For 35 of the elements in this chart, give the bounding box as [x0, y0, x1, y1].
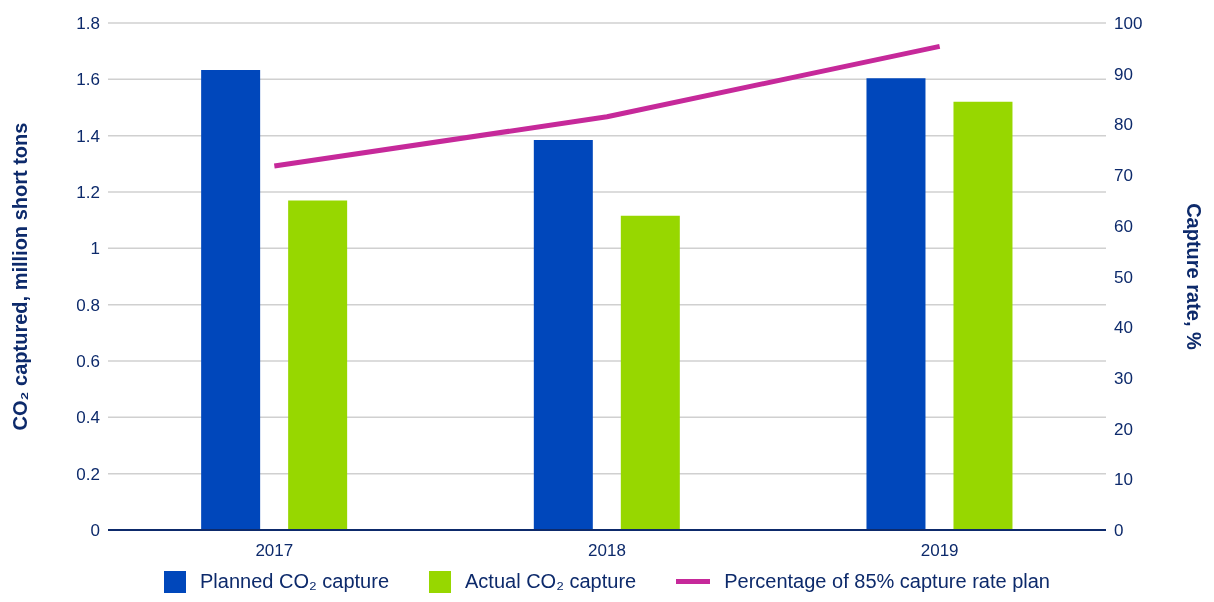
y2-tick-label: 20: [1114, 419, 1133, 439]
y-tick-label: 1.6: [76, 70, 100, 90]
bar: [953, 101, 1013, 530]
y2-tick-label: 10: [1114, 470, 1133, 490]
y-tick-label: 1.2: [76, 183, 100, 203]
x-tick-label: 2018: [588, 541, 626, 561]
y2-tick-label: 60: [1114, 216, 1133, 236]
y-axis-title: CO₂ captured, million short tons: [9, 122, 32, 431]
y-tick-label: 1.8: [76, 14, 100, 34]
bar: [533, 139, 593, 530]
legend-label: Planned CO₂ capture: [200, 570, 390, 593]
y-tick-label: 0: [90, 521, 100, 541]
bar: [288, 200, 348, 530]
y2-tick-label: 50: [1114, 267, 1133, 287]
y2-tick-label: 80: [1114, 115, 1133, 135]
y2-tick-label: 70: [1114, 166, 1133, 186]
y-tick-label: 0.6: [76, 352, 100, 372]
y2-tick-label: 100: [1114, 14, 1143, 34]
legend-label: Actual CO₂ capture: [465, 570, 637, 593]
y2-tick-label: 30: [1114, 368, 1133, 388]
legend-label: Percentage of 85% capture rate plan: [724, 570, 1050, 593]
y2-tick-label: 90: [1114, 64, 1133, 84]
y2-axis-title: Capture rate, %: [1182, 203, 1205, 351]
bar: [866, 78, 926, 530]
y-tick-label: 1: [90, 239, 100, 259]
x-tick-label: 2019: [920, 541, 959, 561]
y-tick-label: 0.8: [76, 295, 100, 315]
y2-tick-label: 40: [1114, 318, 1133, 338]
y2-tick-label: 0: [1114, 521, 1124, 541]
bar: [201, 70, 261, 530]
y-tick-label: 0.4: [76, 408, 100, 428]
x-tick-label: 2017: [255, 541, 294, 561]
y-tick-label: 1.4: [76, 126, 100, 146]
bar: [620, 215, 680, 530]
y-tick-label: 0.2: [76, 464, 100, 484]
